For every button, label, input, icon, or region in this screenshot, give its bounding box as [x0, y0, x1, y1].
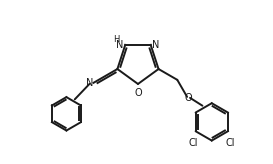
- Text: N: N: [152, 40, 159, 50]
- Text: O: O: [184, 93, 192, 103]
- Text: N: N: [86, 78, 94, 88]
- Text: Cl: Cl: [189, 138, 198, 148]
- Text: H: H: [113, 35, 120, 44]
- Text: Cl: Cl: [225, 138, 235, 148]
- Text: N: N: [116, 40, 123, 50]
- Text: O: O: [134, 88, 142, 98]
